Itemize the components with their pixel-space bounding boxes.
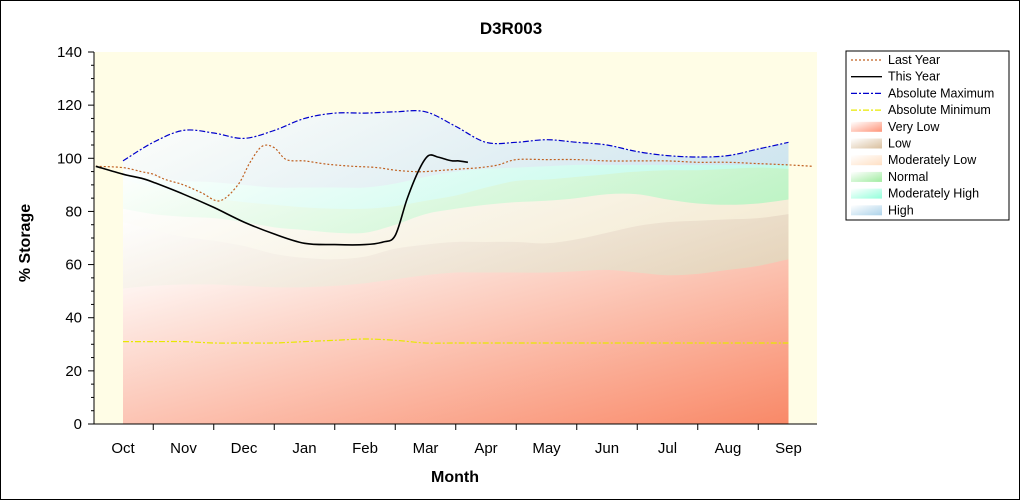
y-tick-label: 80 [65,203,82,220]
legend-label-absolute-minimum: Absolute Minimum [888,103,991,117]
legend-label-moderately-high: Moderately High [888,187,979,201]
legend-swatch-moderately-high [851,188,882,199]
series-this-year [95,154,469,246]
x-tick-label: Apr [474,440,497,457]
legend-label-moderately-low: Moderately Low [888,153,977,167]
x-axis-label: Month [431,469,479,486]
legend-label-normal: Normal [888,170,928,184]
x-tick-label: Aug [715,440,742,457]
x-tick-label: Feb [352,440,378,457]
y-tick-label: 60 [65,257,82,274]
legend-label-high: High [888,203,914,217]
legend-swatch-high [851,205,882,216]
x-tick-label: Nov [170,440,197,457]
legend-swatch-normal [851,171,882,182]
y-tick-label: 0 [74,416,82,433]
legend-label-last-year: Last Year [888,53,940,67]
legend-label-this-year: This Year [888,70,940,84]
legend-swatch-very-low [851,121,882,132]
legend-label-absolute-maximum: Absolute Maximum [888,86,994,100]
y-tick-label: 20 [65,363,82,380]
legend-label-low: Low [888,137,912,151]
x-tick-label: Oct [111,440,135,457]
y-axis-label: % Storage [17,204,34,282]
x-tick-label: Sep [775,440,802,457]
x-tick-label: Jul [658,440,677,457]
chart-title: D3R003 [480,19,542,38]
band-very-low [123,259,789,424]
legend-swatch-moderately-low [851,155,882,166]
x-tick-label: Dec [231,440,258,457]
y-tick-label: 120 [57,97,82,114]
y-tick-label: 140 [57,44,82,61]
x-tick-label: Jan [292,440,316,457]
legend-swatch-low [851,138,882,149]
series-absolute-maximum [122,110,789,162]
legend-label-very-low: Very Low [888,120,940,134]
x-tick-label: May [532,440,561,457]
y-tick-label: 40 [65,310,82,327]
x-tick-label: Mar [413,440,439,457]
series-absolute-minimum [123,338,789,344]
x-tick-label: Jun [595,440,619,457]
y-tick-label: 100 [57,150,82,167]
series-last-year [95,144,813,202]
